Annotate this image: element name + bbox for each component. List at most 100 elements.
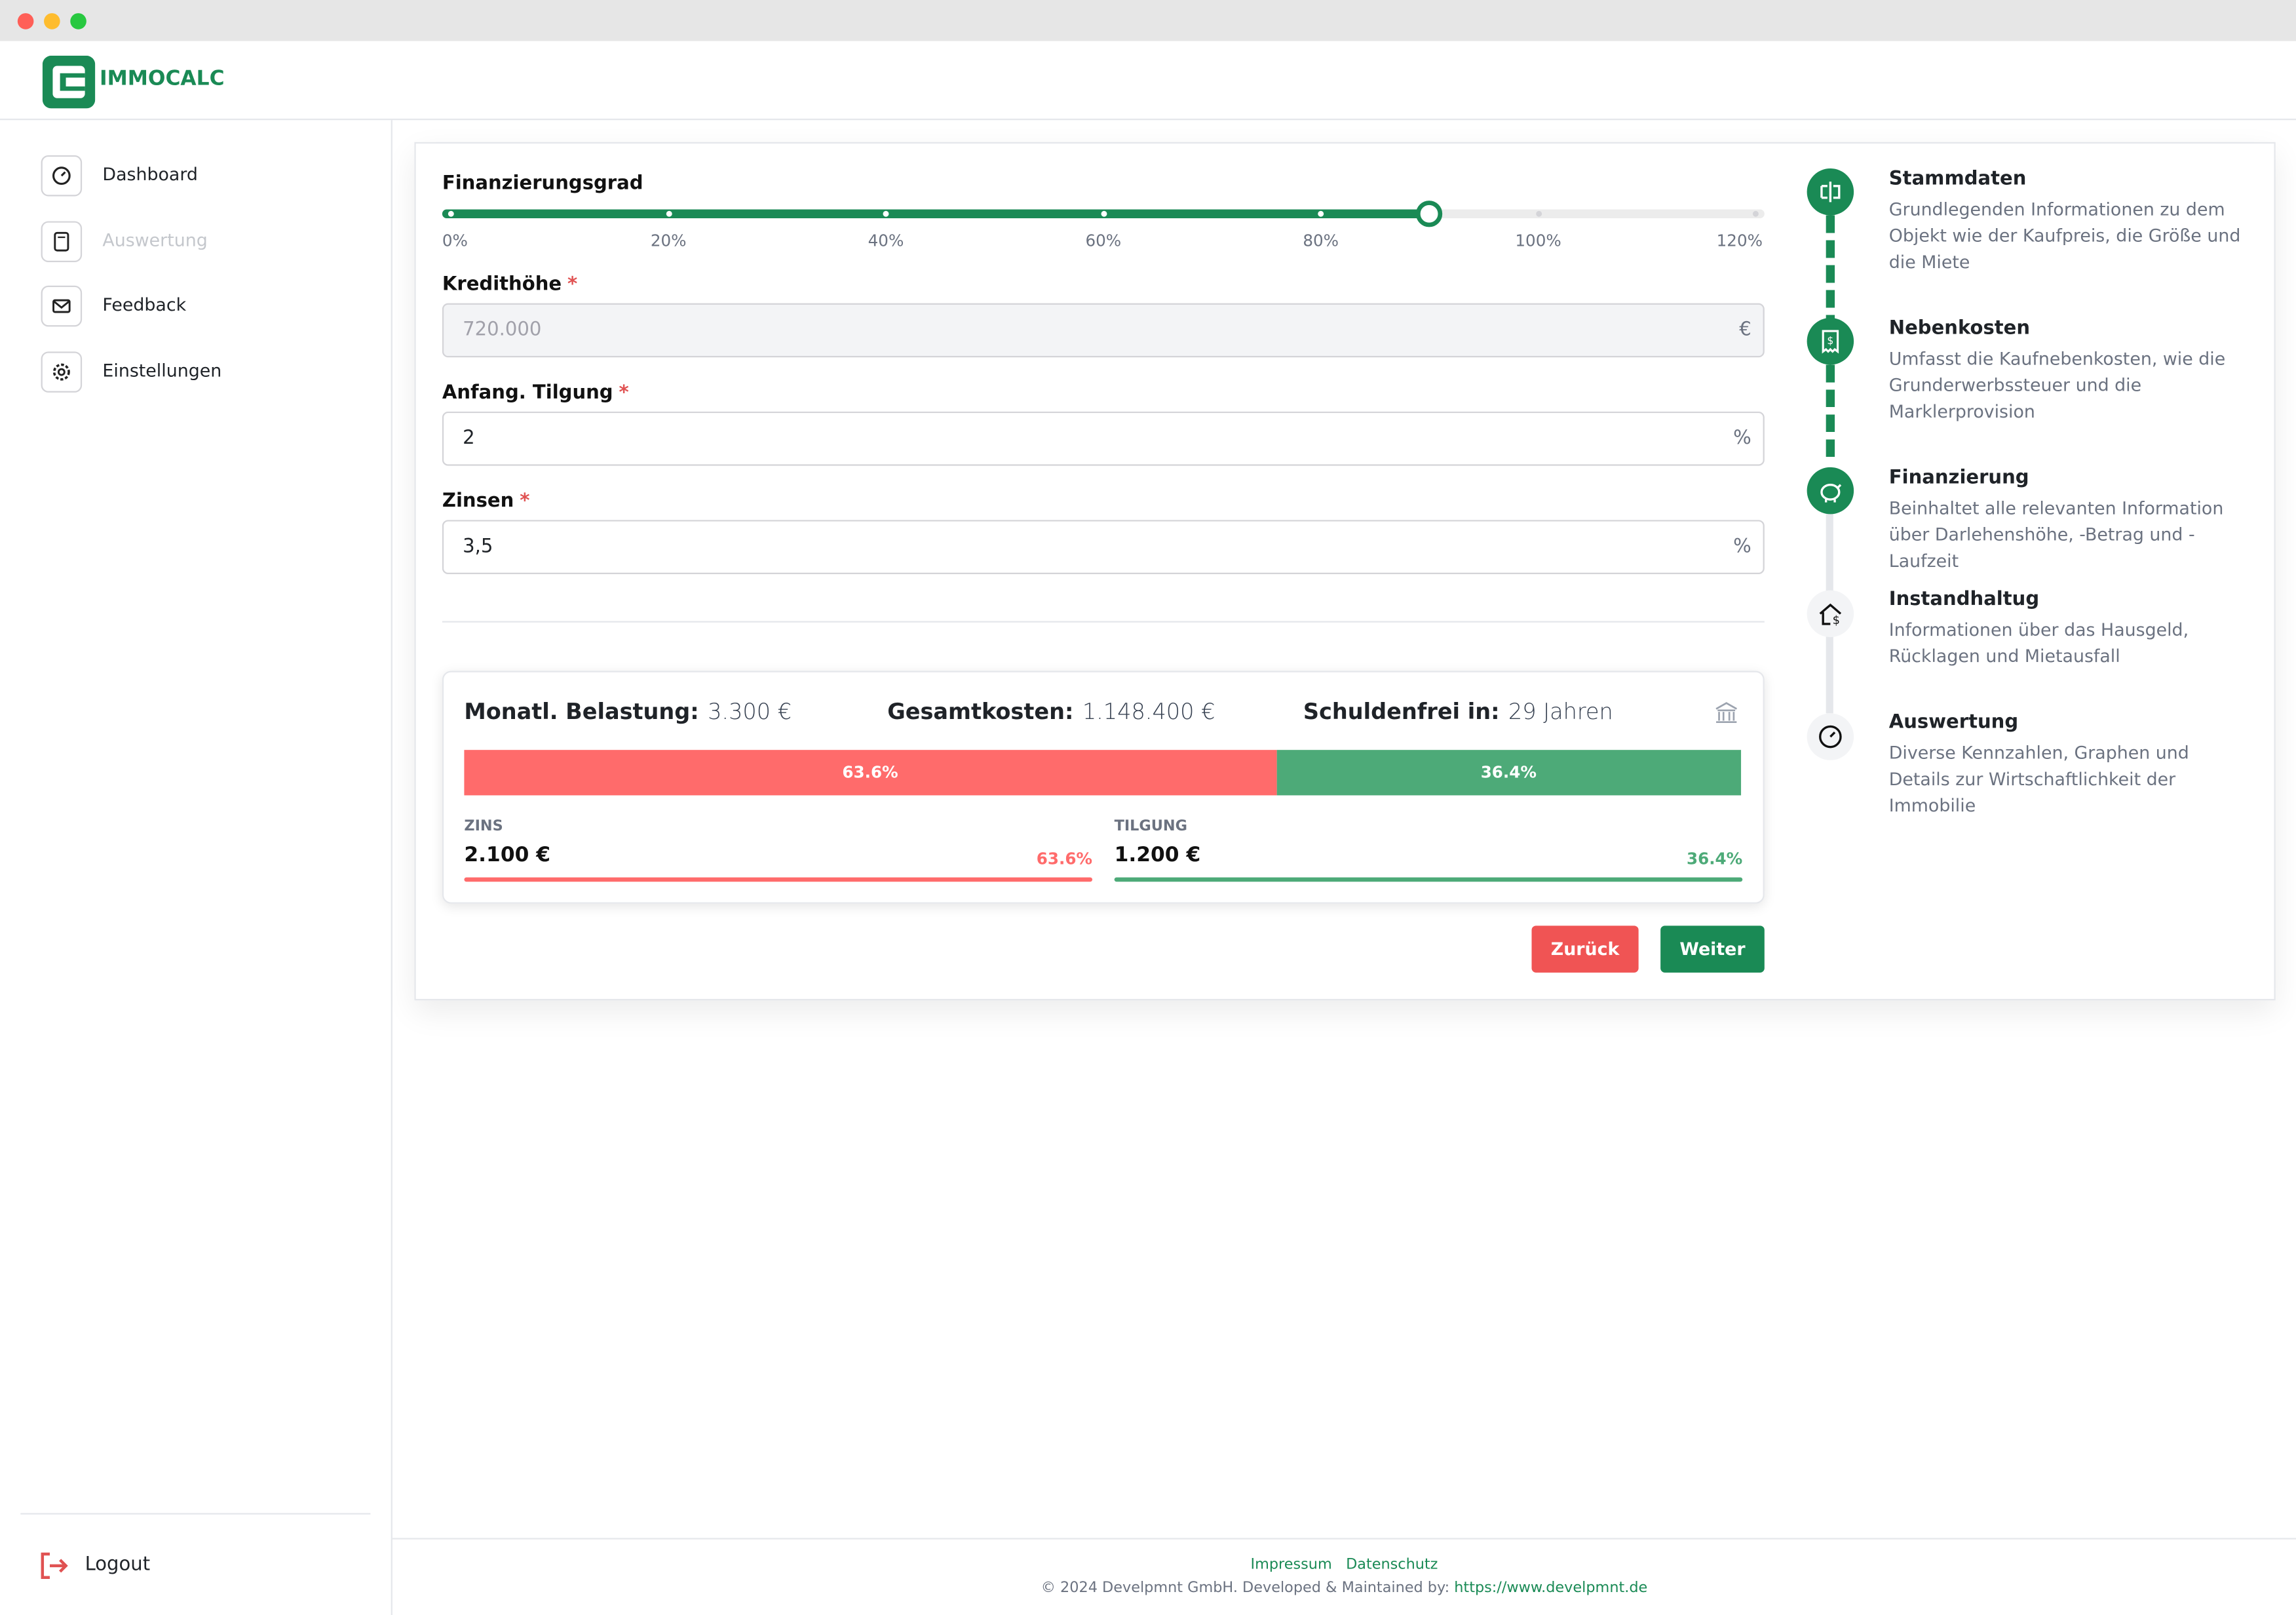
- nav-item[interactable]: Dashboard: [102, 164, 198, 185]
- slider-tick: [883, 210, 889, 217]
- split-label: 63.6%: [842, 763, 898, 783]
- split-bar: 63.6% 36.4%: [464, 750, 1742, 796]
- step-description: Diverse Kennzahlen, Graphen und Details …: [1888, 742, 2189, 816]
- summary-item: Gesamtkosten: 1.148.400 €: [887, 697, 1215, 725]
- footer-url[interactable]: https://www.develpmnt.de: [1454, 1580, 1648, 1597]
- slider-tick: [448, 210, 454, 217]
- step-description: Beinhaltet alle relevanten Information ü…: [1888, 497, 2224, 572]
- label-text: Kredithöhe: [442, 273, 562, 296]
- logout[interactable]: Logout: [85, 1554, 151, 1576]
- field-label: Anfang. Tilgung *: [442, 382, 629, 404]
- back-button[interactable]: Zurück: [1531, 925, 1639, 973]
- step-title[interactable]: Nebenkosten: [1888, 317, 2031, 340]
- legend-name: ZINS: [464, 819, 503, 835]
- step-title[interactable]: Stammdaten: [1888, 168, 2027, 191]
- legend-underline: [1114, 877, 1743, 882]
- summary-value: 3.300 €: [708, 698, 792, 726]
- slider-tick-label: 120%: [1716, 231, 1763, 251]
- step-icon[interactable]: [1807, 713, 1854, 760]
- logo[interactable]: [42, 55, 96, 109]
- split-segment: 36.4%: [1276, 750, 1742, 796]
- required-mark: *: [520, 490, 530, 513]
- summary-item: Monatl. Belastung: 3.300 €: [464, 697, 792, 725]
- slider-tick-label: 0%: [442, 231, 468, 251]
- nav-item[interactable]: Einstellungen: [102, 360, 222, 381]
- step-description: Grundlegenden Informationen zu dem Objek…: [1888, 199, 2241, 273]
- legend-amount: 2.100 €: [464, 844, 551, 867]
- step-icon[interactable]: [1807, 168, 1854, 216]
- split-label: 36.4%: [1480, 763, 1537, 783]
- slider-tick-label: 60%: [1085, 231, 1122, 251]
- form-card: [414, 142, 2276, 1001]
- field-label: Kredithöhe *: [442, 274, 577, 296]
- footer-link[interactable]: Impressum: [1250, 1557, 1332, 1574]
- nav-icon[interactable]: [41, 351, 83, 393]
- slider-tick-label: 40%: [868, 231, 904, 251]
- summary-label: Monatl. Belastung:: [464, 698, 699, 726]
- slider-tick: [1318, 210, 1324, 217]
- summary-label: Gesamtkosten:: [887, 698, 1074, 726]
- minimize-button[interactable]: [44, 13, 60, 29]
- footer-link[interactable]: Datenschutz: [1346, 1557, 1438, 1574]
- close-button[interactable]: [17, 13, 34, 29]
- footer-border: [392, 1538, 2296, 1540]
- copyright: © 2024 Develpmnt GmbH. Developed & Maint…: [1041, 1580, 1450, 1597]
- step-icon[interactable]: [1807, 467, 1854, 515]
- input-value: 3,5: [463, 535, 493, 558]
- window-titlebar: [0, 0, 2296, 41]
- next-button[interactable]: Weiter: [1660, 925, 1765, 973]
- step-icon[interactable]: $: [1807, 317, 1854, 365]
- maximize-button[interactable]: [70, 13, 86, 29]
- slider-track[interactable]: [442, 201, 1765, 227]
- summary-value: 29 Jahren: [1508, 698, 1613, 726]
- footer-links: Impressum Datenschutz: [392, 1557, 2296, 1573]
- separator: [20, 1513, 371, 1515]
- step-title[interactable]: Instandhaltug: [1888, 589, 2040, 611]
- slider-tick-label: 80%: [1303, 231, 1339, 251]
- required-mark: *: [567, 273, 578, 296]
- slider-tick: [1535, 210, 1542, 217]
- input[interactable]: 2%: [442, 411, 1765, 466]
- step-description: Umfasst die Kaufnebenkosten, wie die Gru…: [1888, 348, 2226, 422]
- step-icon[interactable]: $: [1807, 590, 1854, 638]
- summary-item: Schuldenfrei in: 29 Jahren: [1303, 697, 1613, 725]
- header: IMMOCALC: [0, 41, 2296, 121]
- label-text: Anfang. Tilgung: [442, 382, 613, 404]
- slider-tick-label: 20%: [650, 231, 687, 251]
- step-description: Informationen über das Hausgeld, Rücklag…: [1888, 619, 2189, 667]
- nav-icon[interactable]: [41, 221, 83, 263]
- summary-box: [442, 671, 1765, 904]
- svg-text:$: $: [1833, 613, 1840, 627]
- input[interactable]: 720.000 €: [442, 303, 1765, 358]
- nav-icon[interactable]: [41, 155, 83, 197]
- nav-icon[interactable]: [41, 285, 83, 327]
- app-name: IMMOCALC: [99, 67, 225, 91]
- logout-icon[interactable]: [37, 1549, 69, 1582]
- slider-tick-label: 100%: [1515, 231, 1561, 251]
- summary-label: Schuldenfrei in:: [1303, 698, 1500, 726]
- input-unit: %: [1733, 535, 1751, 558]
- sidebar: Dashboard Auswertung Feedback Einstellun…: [0, 120, 392, 1615]
- svg-text:$: $: [1827, 334, 1833, 347]
- summary-value: 1.148.400 €: [1082, 698, 1215, 726]
- required-mark: *: [619, 382, 629, 404]
- nav-item[interactable]: Feedback: [102, 294, 187, 315]
- slider-tick: [1100, 210, 1107, 217]
- legend-name: TILGUNG: [1114, 819, 1187, 835]
- step-title[interactable]: Auswertung: [1888, 712, 2019, 734]
- field-label: Zinsen *: [442, 491, 530, 513]
- input-value: 720.000: [463, 319, 542, 341]
- slider-handle[interactable]: [1416, 201, 1443, 227]
- divider: [442, 621, 1765, 623]
- input[interactable]: 3,5%: [442, 520, 1765, 575]
- nav-item[interactable]: Auswertung: [102, 229, 208, 251]
- legend-share: 63.6%: [1036, 849, 1093, 869]
- bank-icon[interactable]: [1713, 699, 1740, 725]
- slider-label: Finanzierungsgrad: [442, 172, 643, 195]
- split-segment: 63.6%: [464, 750, 1276, 796]
- step-title[interactable]: Finanzierung: [1888, 467, 2029, 490]
- input-value: 2: [463, 427, 475, 450]
- input-unit: %: [1733, 427, 1751, 450]
